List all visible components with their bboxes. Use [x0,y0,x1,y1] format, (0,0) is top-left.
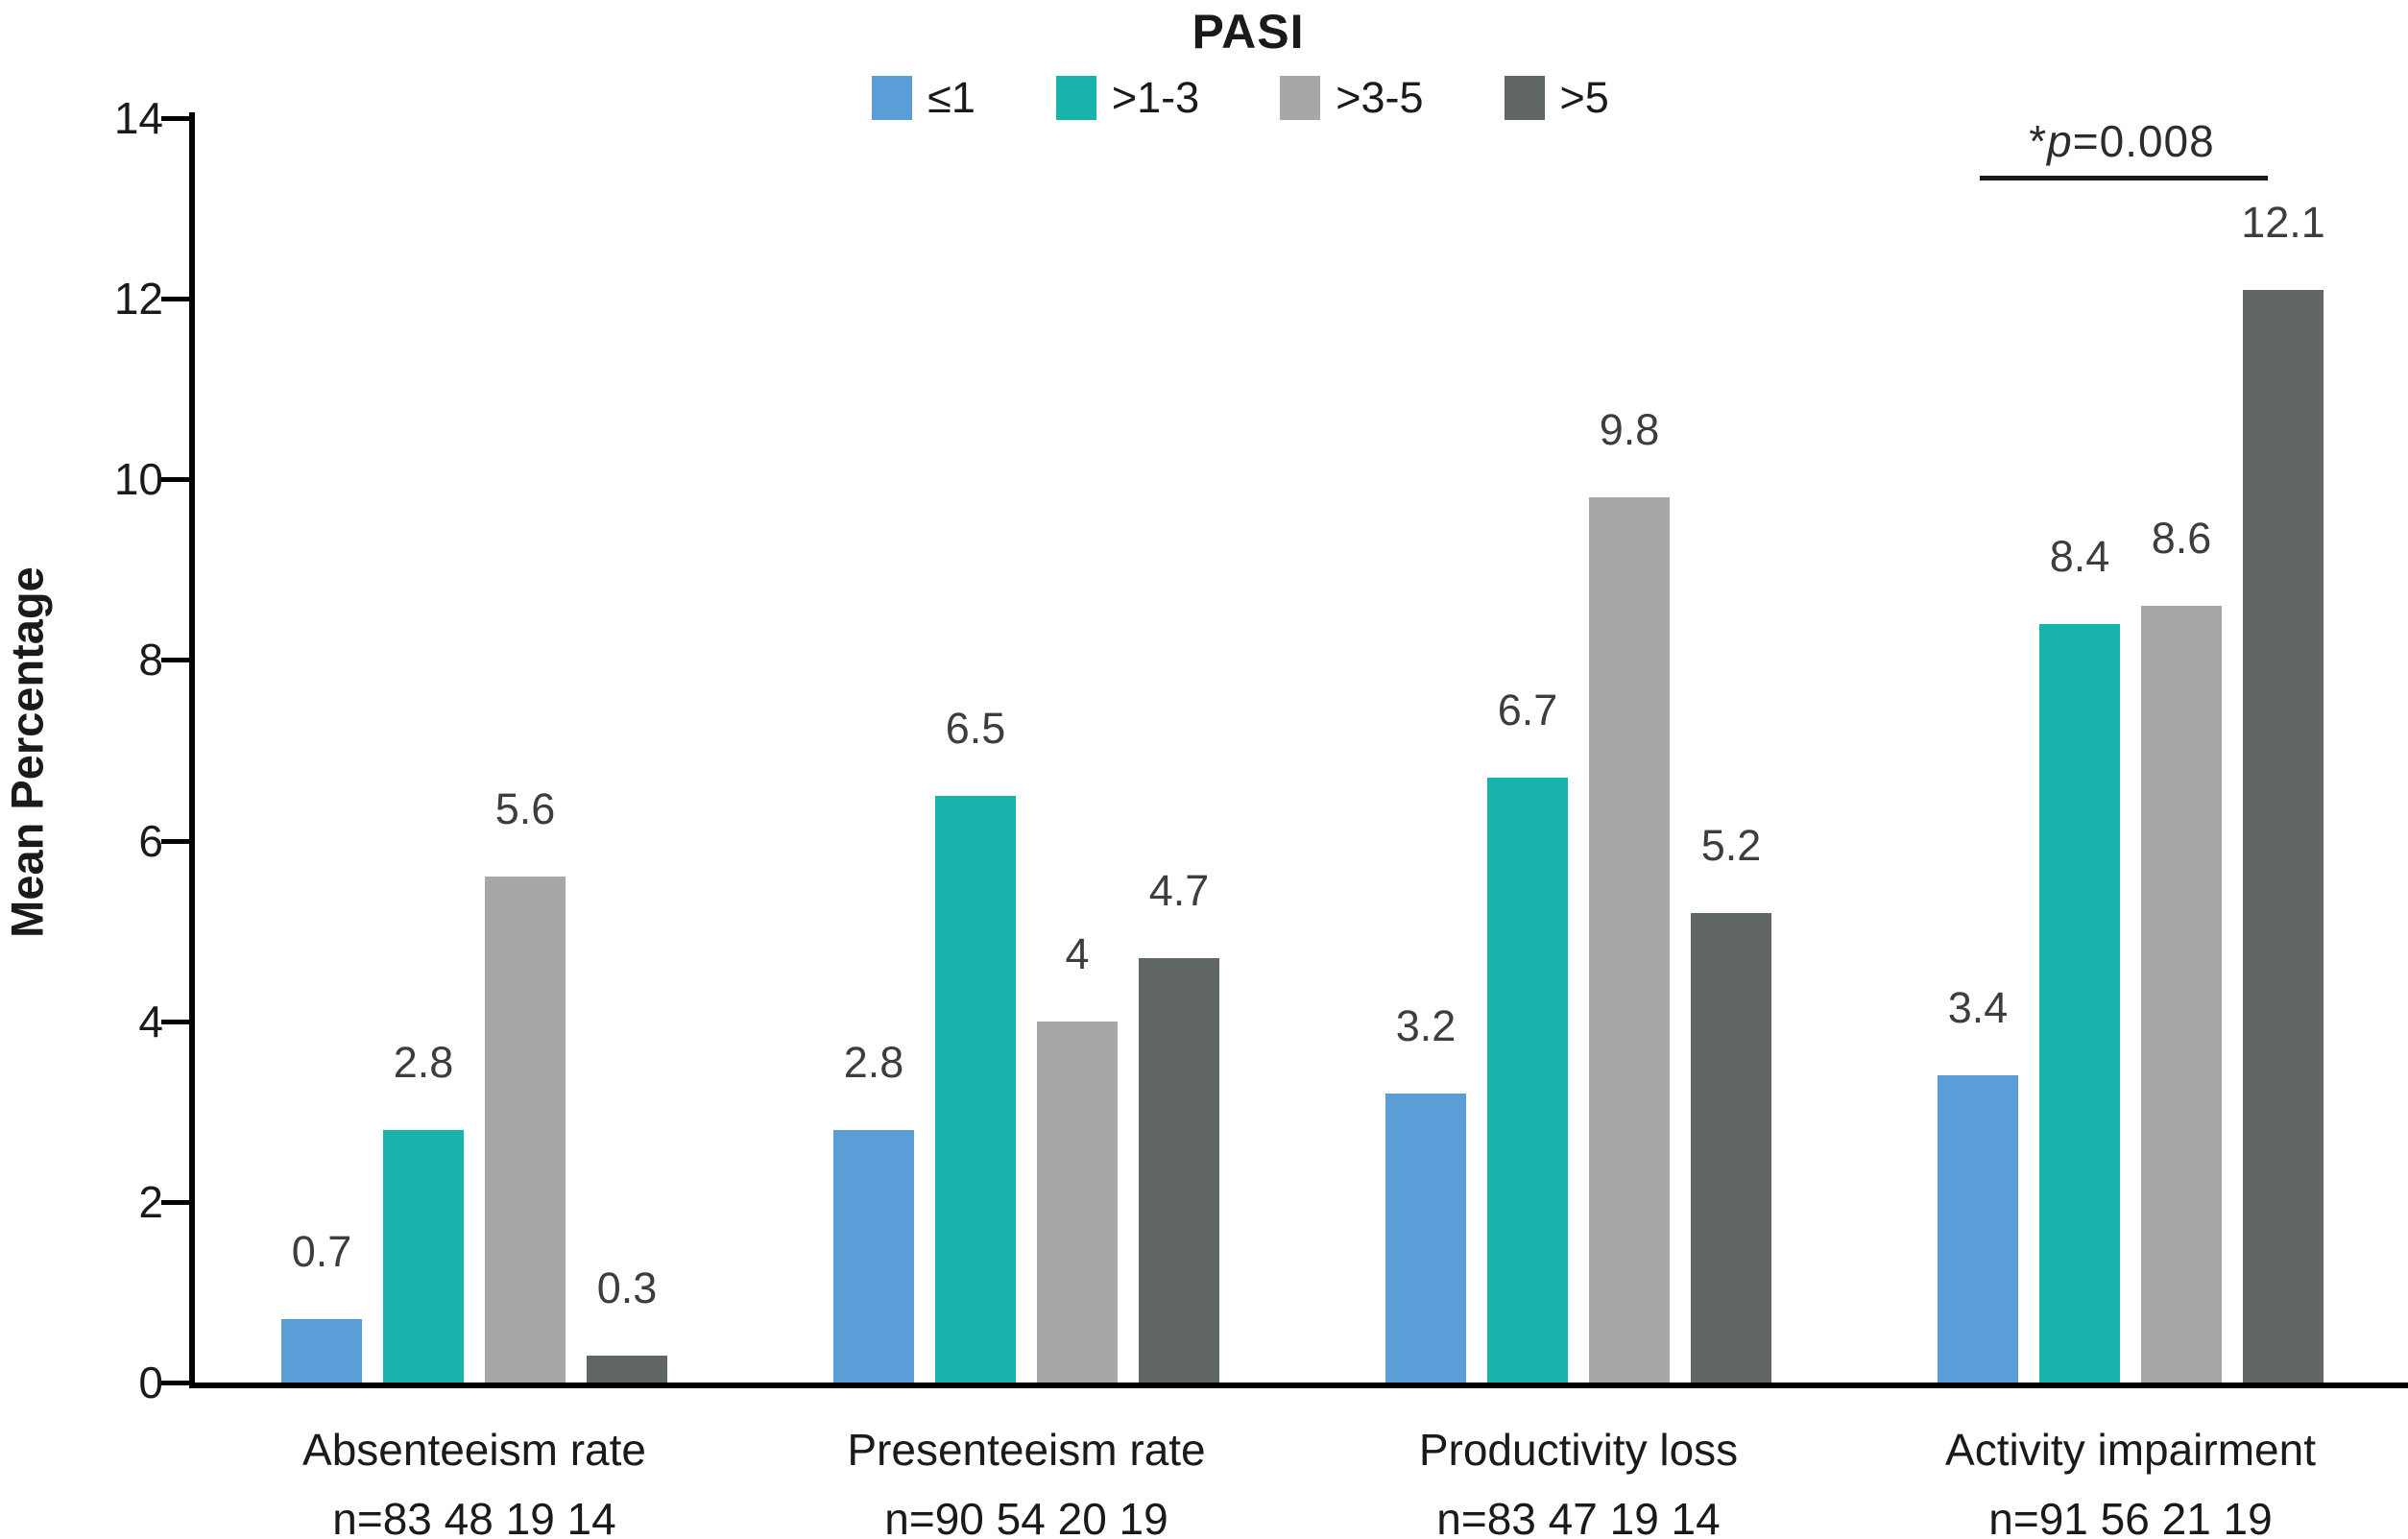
y-axis-tick-label: 6 [138,815,163,866]
legend-color-swatch-icon [1055,76,1096,120]
bar->5-Absenteeism rate [587,1355,667,1383]
bar-value-label: 3.2 [1395,1000,1457,1050]
legend-color-swatch-icon [1280,76,1321,120]
legend-item: ≤1 [872,73,975,123]
bar->1-3-Presenteeism rate [935,795,1016,1383]
category-n-label: n=91 56 21 19 [1988,1494,2273,1539]
legend-item: >1-3 [1055,73,1200,123]
bar-value-label: 8.4 [2049,531,2110,581]
significance-p: p [2047,116,2073,166]
legend-item: >5 [1504,73,1609,123]
y-axis-tick-label: 12 [113,274,163,325]
significance-text: *p=0.008 [1930,115,2314,167]
y-axis-tick [161,838,190,844]
y-axis-tick-label: 0 [138,1358,163,1407]
significance-value: =0.008 [2072,116,2215,166]
bar-value-label: 5.6 [494,784,556,834]
bar-value-label: 3.4 [1947,983,2009,1033]
legend-label: >3-5 [1336,73,1424,122]
bar->3-5-Absenteeism rate [485,877,566,1383]
bar->1-3-Absenteeism rate [383,1129,464,1383]
bar-value-label: 0.3 [596,1262,658,1312]
category-n-label: n=90 54 20 19 [884,1494,1168,1539]
y-axis-tick [161,1019,190,1024]
bar-value-label: 2.8 [393,1037,454,1087]
legend-label: >5 [1559,73,1609,122]
bar->1-3-Productivity loss [1487,777,1568,1383]
category-n-label: n=83 47 19 14 [1436,1494,1721,1539]
bar->5-Activity impairment [2243,289,2324,1383]
significance-line [1980,176,2268,180]
legend: ≤1 >1-3 >3-5 >5 [0,73,2408,123]
bar-value-label: 4.7 [1148,865,1210,915]
bar-≤1-Absenteeism rate [281,1319,362,1383]
bar-≤1-Productivity loss [1385,1093,1466,1383]
category-label: Activity impairment [1945,1425,2316,1475]
category-n-label: n=83 48 19 14 [332,1494,616,1539]
legend-color-swatch-icon [872,76,913,120]
x-axis-line [189,1383,2408,1388]
y-axis-tick-label: 10 [113,454,163,505]
y-axis-line [189,112,195,1388]
bar->5-Productivity loss [1691,912,1771,1383]
legend-label: >1-3 [1111,73,1200,122]
bar-value-label: 12.1 [2241,197,2325,247]
chart-title: PASI [1192,5,1305,59]
y-axis-tick-label: 14 [113,93,163,143]
y-axis-tick [161,658,190,663]
bar->5-Presenteeism rate [1139,957,1219,1383]
bar->3-5-Productivity loss [1589,497,1670,1383]
category-label: Absenteeism rate [302,1425,646,1475]
y-axis-tick-label: 8 [138,635,163,685]
bar-value-label: 6.5 [945,703,1006,753]
bar-≤1-Activity impairment [1938,1075,2018,1383]
category-label: Presenteeism rate [847,1425,1206,1475]
bar-value-label: 9.8 [1599,405,1660,455]
legend-item: >3-5 [1280,73,1424,123]
category-label: Productivity loss [1418,1425,1739,1475]
y-axis-tick [161,1199,190,1205]
bar-value-label: 8.6 [2151,513,2212,563]
bar-≤1-Presenteeism rate [833,1129,914,1383]
y-axis-tick [161,1381,190,1385]
bar-value-label: 0.7 [291,1227,352,1277]
bar->3-5-Presenteeism rate [1037,1021,1118,1383]
legend-label: ≤1 [927,73,975,122]
legend-color-swatch-icon [1504,76,1545,120]
bar->3-5-Activity impairment [2141,605,2222,1383]
bar-value-label: 5.2 [1700,820,1762,870]
y-axis-tick [161,477,190,483]
y-axis-tick-label: 2 [138,1176,163,1227]
significance-star: * [2029,116,2048,166]
bar-value-label: 2.8 [843,1037,904,1087]
bar-value-label: 6.7 [1497,685,1558,734]
y-axis-tick-label: 4 [138,996,163,1046]
bar-value-label: 4 [1065,928,1090,978]
y-axis-tick [161,297,190,302]
bar->1-3-Activity impairment [2039,623,2120,1383]
y-axis-tick [161,116,190,121]
